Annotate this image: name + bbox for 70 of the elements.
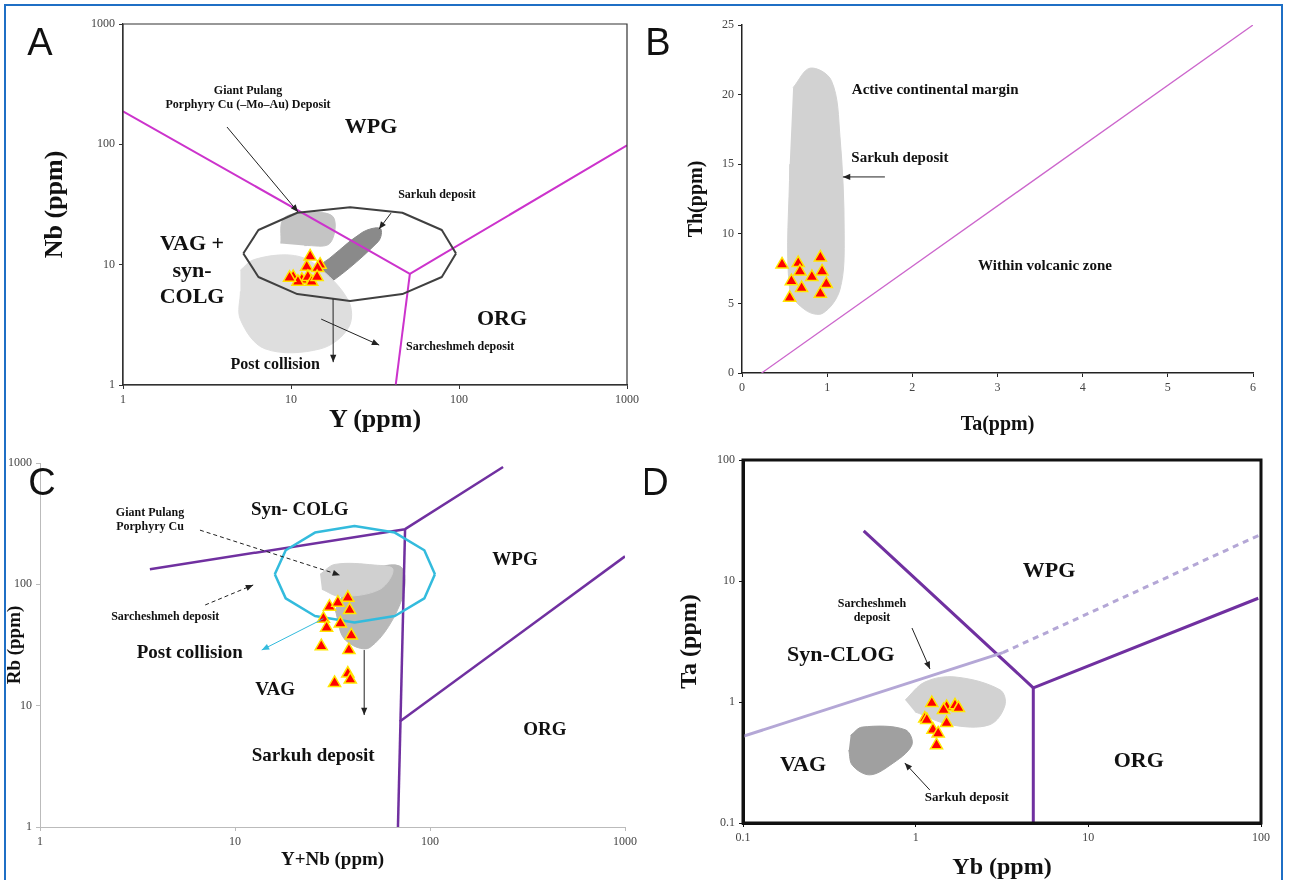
annotation: VAG [255,678,296,700]
annotation: ORG [476,304,528,330]
y-tick-label: 100 [14,576,32,591]
x-tick-label: 100 [1252,830,1270,845]
y-tick-label: 10 [103,256,115,271]
annotation: Sarcheshmeh deposit [837,595,907,625]
annotation: Sarcheshmeh deposit [111,609,220,624]
y-tick-label: 0 [728,365,734,380]
y-tick-label: 1 [26,819,32,834]
y-tick-label: 10 [723,573,735,588]
x-tick-label: 1 [912,830,919,845]
annotation: ORG [1113,746,1164,772]
y-axis-title: Nb (ppm) [38,150,68,259]
x-tick-label: 100 [421,834,439,849]
x-tick-label: 4 [1079,380,1086,395]
x-tick-label: 100 [450,392,468,407]
y-tick-label: 15 [722,156,734,171]
y-tick-label: 1 [729,694,735,709]
y-tick-label: 5 [728,295,734,310]
x-tick-label: 10 [285,392,297,407]
chart-title: B [645,21,671,64]
annotation: Sarkuh deposit [251,743,376,765]
chart-title: D [641,461,669,504]
x-tick-label: 5 [1164,380,1171,395]
y-axis-title: Ta (ppm) [675,594,702,689]
x-tick-label: 1 [37,834,43,849]
annotation: VAG [780,750,827,776]
annotation: Syn- COLG [250,497,349,519]
y-tick-label: 1000 [8,455,32,470]
x-tick-label: 1000 [613,834,637,849]
x-axis-title: Ta(ppm) [960,412,1035,436]
x-axis-title: Y+Nb (ppm) [280,847,385,870]
y-tick-label: 100 [717,452,735,467]
x-tick-label: 2 [909,380,916,395]
x-tick-label: 1 [120,392,126,407]
x-axis-title: Y (ppm) [328,403,422,433]
y-tick-label: 100 [97,136,115,151]
annotation: Sarkuh deposit [398,187,476,202]
x-tick-label: 1 [824,380,831,395]
annotation: Sarkuh deposit [851,148,949,165]
annotation: WPG [344,112,398,138]
annotation: Post collision [136,640,244,662]
x-axis-title: Yb (ppm) [952,853,1052,880]
x-tick-label: 6 [1250,380,1256,395]
x-tick-label: 1000 [615,392,639,407]
annotation: Within volcanic zone [978,257,1113,274]
x-tick-label: 3 [994,380,1001,395]
annotation: Post collision [230,355,320,373]
annotation: Sarcheshmeh deposit [406,339,515,354]
annotation: Giant Pulang Porphyry Cu [115,505,185,534]
annotation: VAG + syn- COLG [159,230,225,309]
y-axis-title: Th(ppm) [684,160,708,238]
y-tick-label: 10 [722,225,734,240]
annotation: Giant Pulang Porphyry Cu (–Mo–Au) Deposit [165,82,331,112]
y-tick-label: 25 [722,17,734,32]
annotation: Syn-CLOG [787,640,895,666]
y-tick-label: 20 [722,86,734,101]
annotation: WPG [1022,556,1076,582]
x-tick-label: 0 [739,380,745,395]
y-tick-label: 10 [20,697,32,712]
y-axis-title: Rb (ppm) [2,605,25,685]
annotation: Active continental margin [851,80,1020,97]
y-tick-label: 1000 [91,16,115,31]
x-tick-label: 10 [229,834,241,849]
annotation: ORG [523,718,567,740]
chart-title: A [27,21,54,64]
annotation: WPG [492,547,538,569]
x-tick-label: 10 [1082,830,1095,845]
annotation: Sarkuh deposit [924,789,1010,805]
y-tick-label: 0.1 [720,815,735,830]
